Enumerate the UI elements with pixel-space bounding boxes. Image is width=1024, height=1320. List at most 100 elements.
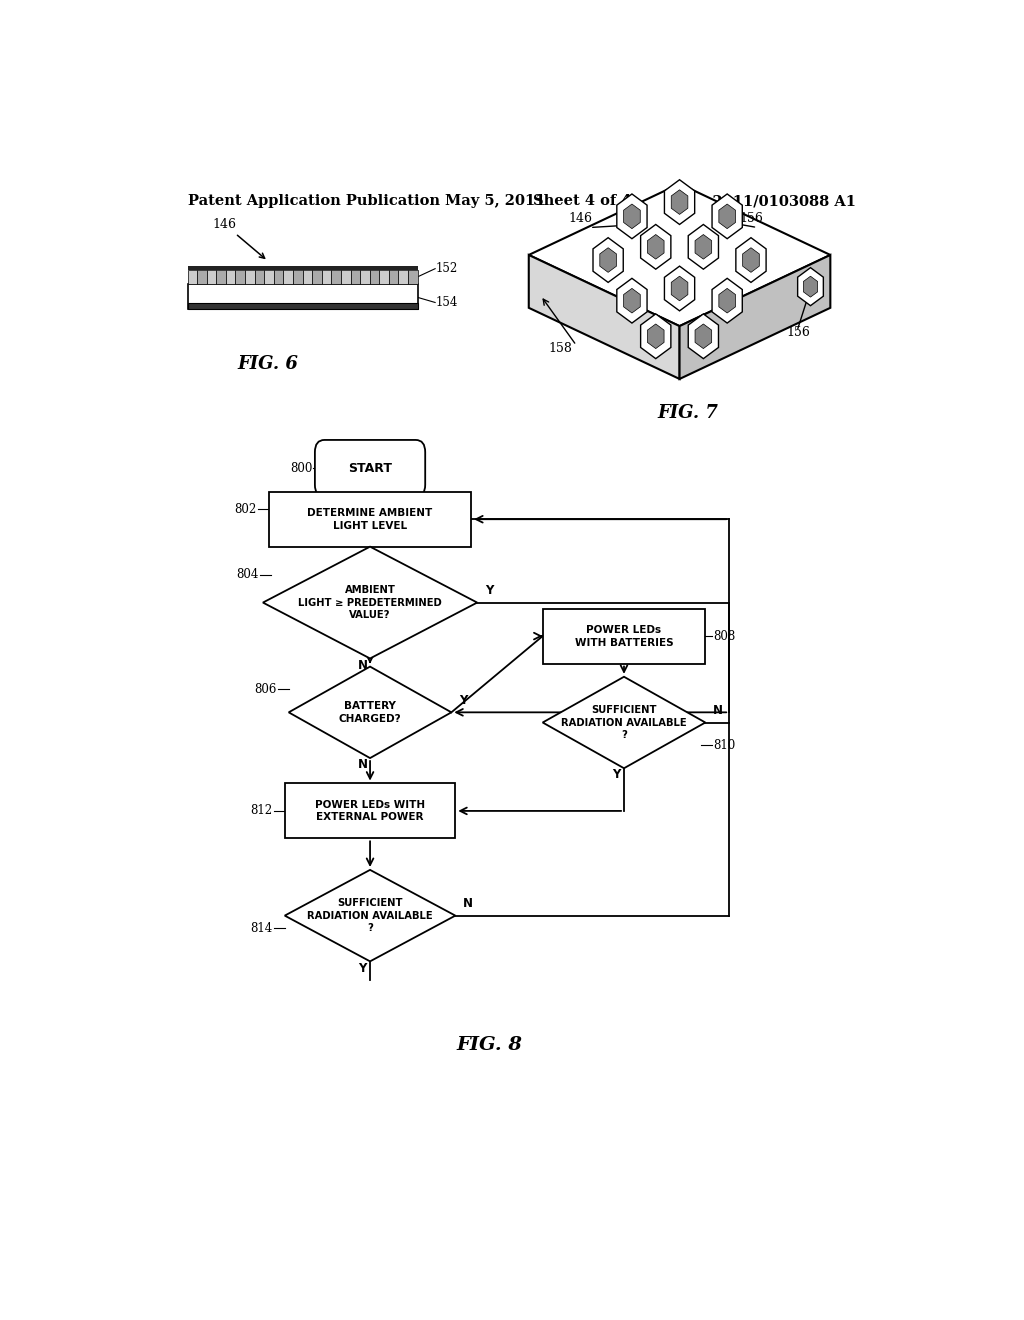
FancyBboxPatch shape [187, 267, 418, 271]
Polygon shape [289, 667, 452, 758]
FancyBboxPatch shape [226, 271, 236, 284]
FancyBboxPatch shape [379, 271, 389, 284]
Text: FIG. 7: FIG. 7 [657, 404, 718, 422]
Polygon shape [804, 276, 817, 297]
Text: N: N [358, 659, 369, 672]
Text: N: N [714, 705, 723, 717]
FancyBboxPatch shape [187, 271, 197, 284]
FancyBboxPatch shape [360, 271, 370, 284]
Text: Patent Application Publication: Patent Application Publication [187, 194, 439, 209]
Text: 152: 152 [436, 263, 458, 275]
FancyBboxPatch shape [398, 271, 409, 284]
Polygon shape [665, 267, 694, 312]
Text: Y: Y [485, 585, 494, 598]
Polygon shape [712, 194, 742, 239]
Text: BATTERY
CHARGED?: BATTERY CHARGED? [339, 701, 401, 723]
Text: Y: Y [358, 961, 367, 974]
Text: 154: 154 [436, 296, 459, 309]
FancyBboxPatch shape [236, 271, 245, 284]
Text: Sheet 4 of 4: Sheet 4 of 4 [532, 194, 631, 209]
Text: 810: 810 [714, 739, 735, 752]
Polygon shape [593, 238, 624, 282]
Text: 800: 800 [290, 462, 312, 475]
Text: 802: 802 [234, 503, 257, 516]
Polygon shape [688, 314, 719, 359]
FancyBboxPatch shape [409, 271, 418, 284]
Text: FIG. 6: FIG. 6 [238, 355, 299, 372]
Polygon shape [528, 183, 830, 326]
Text: 158: 158 [549, 342, 572, 355]
Polygon shape [719, 205, 735, 228]
Polygon shape [285, 870, 456, 961]
Text: 804: 804 [237, 568, 259, 581]
Text: SUFFICIENT
RADIATION AVAILABLE
?: SUFFICIENT RADIATION AVAILABLE ? [561, 705, 687, 741]
Polygon shape [528, 255, 680, 379]
FancyBboxPatch shape [216, 271, 226, 284]
FancyBboxPatch shape [332, 271, 341, 284]
FancyBboxPatch shape [389, 271, 398, 284]
Text: Y: Y [612, 768, 621, 781]
Text: N: N [463, 898, 473, 911]
Polygon shape [688, 224, 719, 269]
Polygon shape [647, 235, 664, 259]
Polygon shape [616, 194, 647, 239]
Polygon shape [641, 314, 671, 359]
Polygon shape [672, 190, 688, 214]
Text: 812: 812 [251, 804, 272, 817]
FancyBboxPatch shape [312, 271, 322, 284]
Text: 156: 156 [786, 326, 811, 339]
FancyBboxPatch shape [269, 492, 471, 546]
FancyBboxPatch shape [273, 271, 284, 284]
Polygon shape [543, 677, 706, 768]
FancyBboxPatch shape [207, 271, 216, 284]
Text: POWER LEDs
WITH BATTERIES: POWER LEDs WITH BATTERIES [574, 624, 674, 648]
Text: 806: 806 [254, 682, 276, 696]
Text: 156: 156 [739, 213, 763, 226]
FancyBboxPatch shape [197, 271, 207, 284]
Polygon shape [695, 323, 712, 348]
Text: May 5, 2011: May 5, 2011 [445, 194, 546, 209]
Text: START: START [348, 462, 392, 475]
Polygon shape [672, 276, 688, 301]
FancyBboxPatch shape [293, 271, 303, 284]
FancyBboxPatch shape [285, 784, 456, 838]
FancyBboxPatch shape [370, 271, 379, 284]
Text: Y: Y [460, 694, 468, 708]
Polygon shape [665, 180, 694, 224]
FancyBboxPatch shape [187, 284, 418, 309]
Polygon shape [719, 288, 735, 313]
Text: 146: 146 [212, 218, 264, 259]
Text: FIG. 8: FIG. 8 [456, 1036, 522, 1053]
FancyBboxPatch shape [245, 271, 255, 284]
Polygon shape [712, 279, 742, 323]
Polygon shape [798, 268, 823, 306]
FancyBboxPatch shape [350, 271, 360, 284]
Text: DETERMINE AMBIENT
LIGHT LEVEL: DETERMINE AMBIENT LIGHT LEVEL [307, 508, 433, 531]
FancyBboxPatch shape [284, 271, 293, 284]
Polygon shape [624, 205, 640, 228]
Text: AMBIENT
LIGHT ≥ PREDETERMINED
VALUE?: AMBIENT LIGHT ≥ PREDETERMINED VALUE? [298, 585, 442, 620]
FancyBboxPatch shape [187, 304, 418, 309]
Text: POWER LEDs WITH
EXTERNAL POWER: POWER LEDs WITH EXTERNAL POWER [315, 800, 425, 822]
Polygon shape [695, 235, 712, 259]
FancyBboxPatch shape [315, 440, 425, 496]
Text: N: N [358, 758, 369, 771]
Polygon shape [742, 248, 759, 272]
Polygon shape [736, 238, 766, 282]
Polygon shape [624, 288, 640, 313]
FancyBboxPatch shape [543, 609, 706, 664]
Text: 814: 814 [251, 921, 272, 935]
Text: US 2011/0103088 A1: US 2011/0103088 A1 [684, 194, 855, 209]
FancyBboxPatch shape [303, 271, 312, 284]
FancyBboxPatch shape [264, 271, 273, 284]
Polygon shape [647, 323, 664, 348]
Text: SUFFICIENT
RADIATION AVAILABLE
?: SUFFICIENT RADIATION AVAILABLE ? [307, 898, 433, 933]
Polygon shape [641, 224, 671, 269]
Polygon shape [680, 255, 830, 379]
Polygon shape [616, 279, 647, 323]
Polygon shape [263, 546, 477, 659]
FancyBboxPatch shape [322, 271, 332, 284]
Polygon shape [600, 248, 616, 272]
Text: 146: 146 [568, 213, 593, 226]
FancyBboxPatch shape [255, 271, 264, 284]
